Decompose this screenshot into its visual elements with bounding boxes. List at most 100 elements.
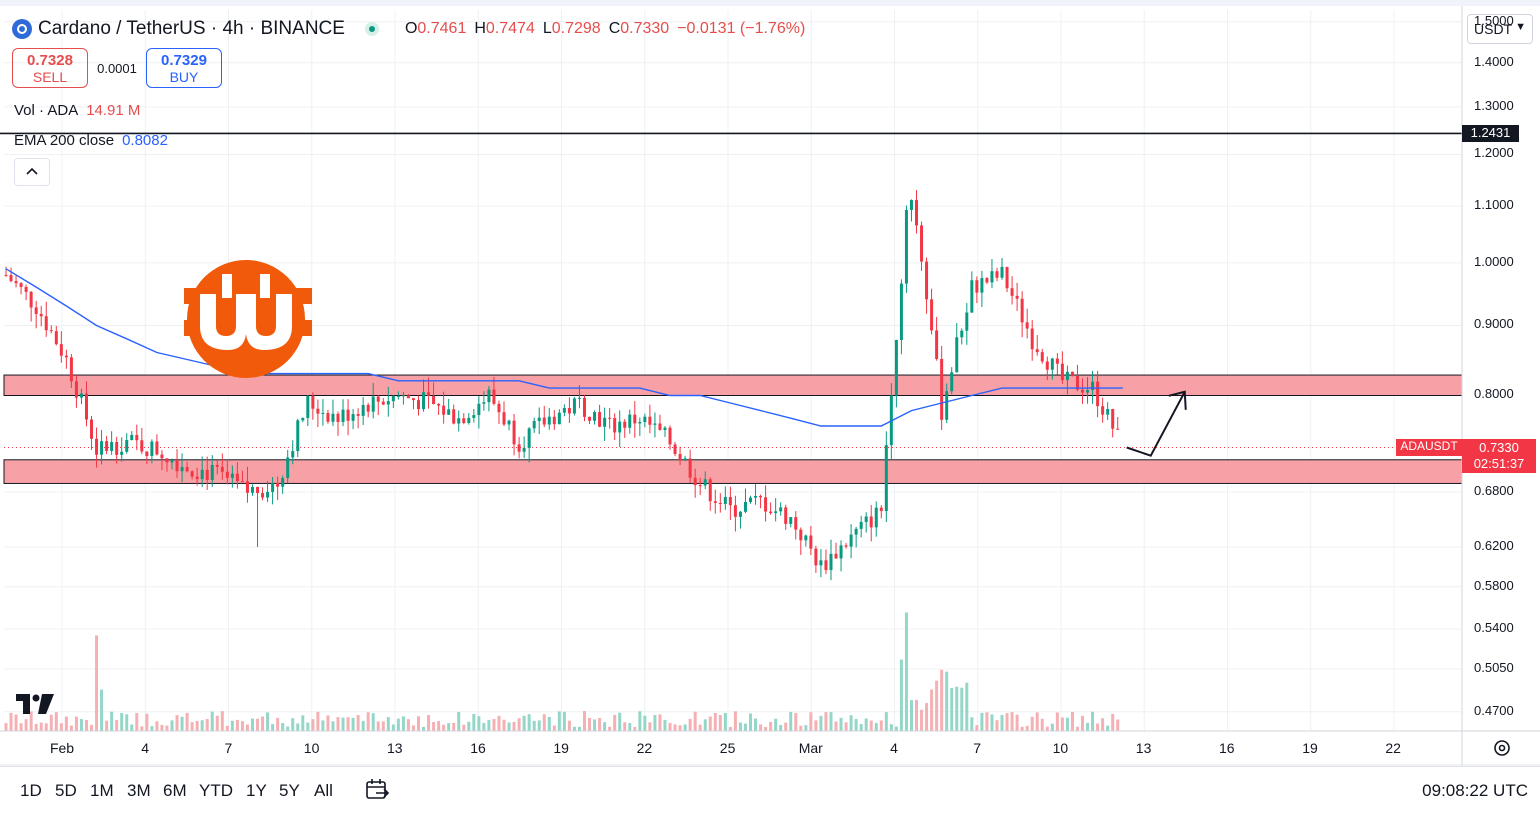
candle-body	[361, 404, 365, 416]
volume-bar	[462, 724, 466, 731]
clock[interactable]: 09:08:22 UTC	[1422, 781, 1528, 800]
volume-bar	[482, 722, 486, 731]
candle-body	[1081, 389, 1085, 393]
range-button-6m[interactable]: 6M	[163, 781, 187, 800]
candle-body	[341, 409, 345, 422]
volume-bar	[527, 714, 531, 731]
volume-bar	[79, 719, 83, 731]
volume-bar	[693, 711, 697, 731]
volume-bar	[1025, 725, 1029, 731]
candle-body	[678, 453, 682, 461]
candle-body	[79, 393, 83, 398]
volume-bar	[190, 722, 194, 731]
candle-body	[210, 465, 214, 481]
time-axis-label: 19	[553, 740, 569, 756]
volume-bar	[276, 717, 280, 731]
range-button-1m[interactable]: 1M	[90, 781, 114, 800]
volume-bar	[1075, 726, 1079, 731]
candle-body	[406, 395, 410, 399]
volume-bar	[608, 726, 612, 731]
candle-body	[472, 415, 476, 418]
candle-body	[220, 466, 224, 472]
volume-bar	[84, 719, 88, 731]
volume-bar	[789, 711, 793, 731]
volume-bar	[457, 711, 461, 731]
candle-body	[1030, 328, 1034, 350]
volume-bar	[950, 687, 954, 731]
candle-body	[286, 457, 290, 478]
range-button-1d[interactable]: 1D	[20, 781, 42, 800]
volume-bar	[120, 713, 124, 731]
volume-bar	[925, 703, 929, 731]
candle-body	[628, 414, 632, 428]
volume-bar	[1040, 718, 1044, 731]
candle-body	[809, 535, 813, 549]
volume-bar	[145, 713, 149, 731]
volume-bar	[165, 725, 169, 731]
candle-body	[34, 307, 38, 314]
calendar-goto-icon[interactable]	[364, 777, 390, 803]
symbol-title[interactable]: Cardano / TetherUS · 4h · BINANCE	[38, 18, 345, 39]
candle-body	[874, 507, 878, 528]
candle-body	[1055, 358, 1059, 364]
candle-body	[698, 485, 702, 487]
candle-body	[376, 396, 380, 402]
candle-body	[14, 281, 18, 284]
volume-bar	[472, 713, 476, 731]
sell-button[interactable]: 0.7328 SELL	[12, 48, 88, 88]
volume-bar	[205, 719, 209, 731]
gear-icon[interactable]	[1491, 737, 1513, 759]
candle-body	[582, 397, 586, 417]
volume-bar	[331, 721, 335, 731]
volume-bar	[311, 719, 315, 731]
volume-bar	[889, 724, 893, 731]
tradingview-logo-icon[interactable]	[16, 694, 56, 714]
volume-bar	[316, 711, 320, 731]
candle-body	[467, 417, 471, 423]
candle-body	[759, 496, 763, 498]
candle-body	[422, 392, 426, 410]
volume-bar	[829, 712, 833, 731]
range-button-1y[interactable]: 1Y	[246, 781, 267, 800]
volume-bar	[774, 718, 778, 731]
volume-bar	[1086, 722, 1090, 731]
price-axis-label: 1.0000	[1474, 253, 1514, 269]
candle-body	[1045, 361, 1049, 370]
time-axis-label: 22	[1385, 740, 1401, 756]
volume-bar	[306, 722, 310, 731]
volume-bar	[150, 726, 154, 731]
range-button-3m[interactable]: 3M	[127, 781, 151, 800]
trade-panel: 0.7328 SELL 0.0001 0.7329 BUY	[12, 48, 222, 88]
range-button-ytd[interactable]: YTD	[199, 781, 233, 800]
buy-button[interactable]: 0.7329 BUY	[146, 48, 222, 88]
volume-bar	[1060, 717, 1064, 731]
volume-bar	[1106, 725, 1110, 731]
candle-body	[266, 491, 270, 498]
volume-bar	[100, 689, 104, 731]
price-axis-label: 0.5800	[1474, 577, 1514, 593]
candle-body	[849, 534, 853, 547]
candle-body	[507, 420, 511, 425]
range-button-5y[interactable]: 5Y	[279, 781, 300, 800]
ema-value: 0.8082	[122, 132, 168, 149]
volume-bar	[990, 714, 994, 731]
collapse-legend-button[interactable]	[14, 158, 50, 186]
candle-body	[245, 481, 249, 493]
volume-bar	[794, 713, 798, 731]
volume-bar	[130, 724, 134, 731]
range-button-all[interactable]: All	[314, 781, 333, 800]
ema-indicator-legend[interactable]: EMA 200 close 0.8082	[14, 132, 168, 149]
volume-bar	[447, 723, 451, 731]
candle-body	[799, 529, 803, 541]
range-button-5d[interactable]: 5D	[55, 781, 77, 800]
candle-body	[64, 355, 68, 358]
price-chart[interactable]	[0, 6, 1540, 766]
volume-bar	[920, 709, 924, 731]
volume-bar	[512, 721, 516, 731]
volume-bar	[960, 687, 964, 731]
volume-bar	[688, 718, 692, 731]
volume-indicator-legend[interactable]: Vol · ADA 14.91 M	[14, 102, 140, 119]
volume-bar	[492, 719, 496, 731]
volume-bar	[14, 714, 18, 731]
currency-selector[interactable]: USDT ▼	[1467, 14, 1533, 44]
